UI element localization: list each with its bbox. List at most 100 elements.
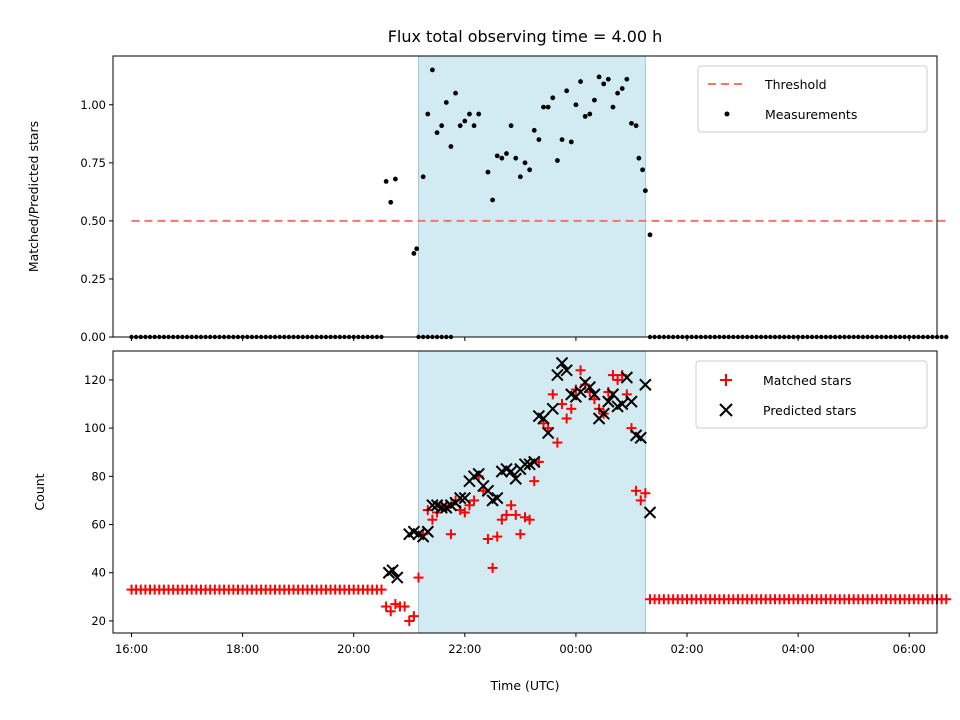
matched-star-point — [566, 403, 577, 414]
legend-matched-swatch — [720, 374, 732, 386]
measurement-point — [383, 179, 389, 184]
matched-star-point — [459, 507, 470, 518]
matched-star-point — [589, 394, 600, 405]
top-y-tick-label: 0.75 — [80, 156, 106, 170]
matched-star-point — [510, 509, 521, 520]
cross-b — [509, 472, 522, 485]
matched-star-point — [445, 529, 456, 540]
cross-b — [528, 455, 541, 469]
cross-b — [560, 364, 573, 377]
measurement-point — [615, 90, 620, 96]
matched-star-point — [506, 500, 517, 511]
cross-b — [629, 429, 643, 442]
matched-star-point — [575, 365, 586, 376]
measurement-point — [453, 90, 458, 96]
top-y-tick-label: 1.00 — [80, 98, 106, 112]
matched-star-point — [487, 562, 498, 573]
predicted-star-point — [560, 364, 573, 377]
measurement-point — [582, 113, 588, 119]
cross-b — [574, 385, 587, 399]
measurement-point — [629, 120, 634, 126]
measurement-point — [601, 81, 607, 87]
matched-star-point — [635, 495, 646, 506]
predicted-star-point — [588, 388, 601, 401]
predicted-star-point — [528, 455, 541, 469]
cross-b — [616, 397, 629, 411]
predicted-star-point — [583, 380, 597, 394]
predicted-star-point — [458, 491, 472, 505]
top-legend: Threshold Measurements — [697, 65, 928, 133]
measurement-point — [541, 104, 546, 110]
predicted-star-point — [391, 571, 404, 584]
measurement-point — [439, 123, 445, 129]
cross-b — [472, 467, 485, 481]
matched-star-point — [413, 572, 424, 583]
measurement-point — [522, 160, 528, 166]
cross-b — [643, 506, 657, 519]
cross-b — [583, 380, 597, 394]
measurement-point — [499, 155, 505, 161]
measurement-point — [550, 95, 556, 101]
measurement-point — [624, 76, 630, 82]
measurement-point — [420, 174, 426, 180]
predicted-star-point — [453, 491, 467, 505]
bottom-legend: Matched stars Predicted stars — [695, 360, 928, 429]
predicted-star-point — [616, 397, 629, 411]
measurement-point — [578, 79, 583, 84]
measurement-point — [610, 104, 616, 110]
chart-title: Flux total observing time = 4.00 h — [388, 27, 663, 46]
top-y-tick-label: 0.00 — [80, 330, 106, 344]
predicted-star-point — [509, 472, 522, 485]
measurement-point — [448, 144, 454, 149]
measurement-point — [559, 137, 565, 143]
bottom-panel: 20 40 60 80 100 120 16:00 18:00 20:00 22:00 00:00… — [32, 350, 952, 693]
cross-b — [453, 491, 467, 505]
measurement-point — [457, 123, 463, 129]
predicted-star-points — [382, 356, 657, 584]
predicted-star-point — [537, 412, 550, 425]
cross-b — [565, 388, 578, 401]
top-y-tick-label: 0.25 — [80, 272, 106, 286]
measurement-point — [605, 76, 611, 82]
bottom-y-tick-label: 120 — [84, 373, 106, 387]
x-axis-label: Time (UTC) — [489, 678, 559, 693]
matched-star-point — [399, 601, 410, 612]
matched-star-point — [552, 437, 563, 448]
predicted-star-point — [643, 506, 657, 519]
bottom-y-tick-label: 100 — [84, 421, 106, 435]
matched-star-point — [631, 485, 642, 496]
cross-b — [430, 499, 444, 512]
cross-b — [491, 491, 504, 505]
predicted-star-point — [421, 525, 434, 538]
measurement-point — [443, 100, 449, 105]
measurement-point — [388, 199, 394, 205]
bottom-y-ticks: 20 40 60 80 100 120 — [84, 373, 113, 628]
x-tick-label: 00:00 — [559, 642, 592, 656]
cross-b — [412, 527, 425, 541]
predicted-star-point — [518, 458, 532, 471]
matched-star-point — [427, 514, 438, 525]
predicted-star-point — [504, 465, 518, 478]
cross-b — [518, 458, 532, 471]
matched-star-point — [529, 476, 540, 487]
measurement-point — [490, 197, 495, 203]
measurement-point — [425, 111, 431, 117]
legend-predicted-swatch — [719, 403, 733, 417]
predicted-star-point — [481, 484, 495, 498]
top-y-tick-label: 0.50 — [80, 214, 106, 228]
measurement-point — [642, 188, 648, 194]
cross-b — [602, 395, 615, 408]
top-y-axis-label: Matched/Predicted stars — [26, 121, 41, 272]
matched-star-point — [408, 611, 419, 622]
matched-star-point — [524, 514, 535, 525]
matched-star-point — [543, 423, 554, 434]
matched-star-point — [612, 374, 623, 385]
cross-b — [541, 426, 555, 440]
predicted-star-point — [426, 499, 439, 512]
cross-b — [458, 491, 472, 505]
measurement-point — [531, 127, 537, 133]
bottom-y-tick-label: 20 — [91, 614, 106, 628]
measurement-point — [555, 158, 560, 163]
measurement-point — [517, 174, 523, 180]
measurement-point — [467, 111, 472, 117]
